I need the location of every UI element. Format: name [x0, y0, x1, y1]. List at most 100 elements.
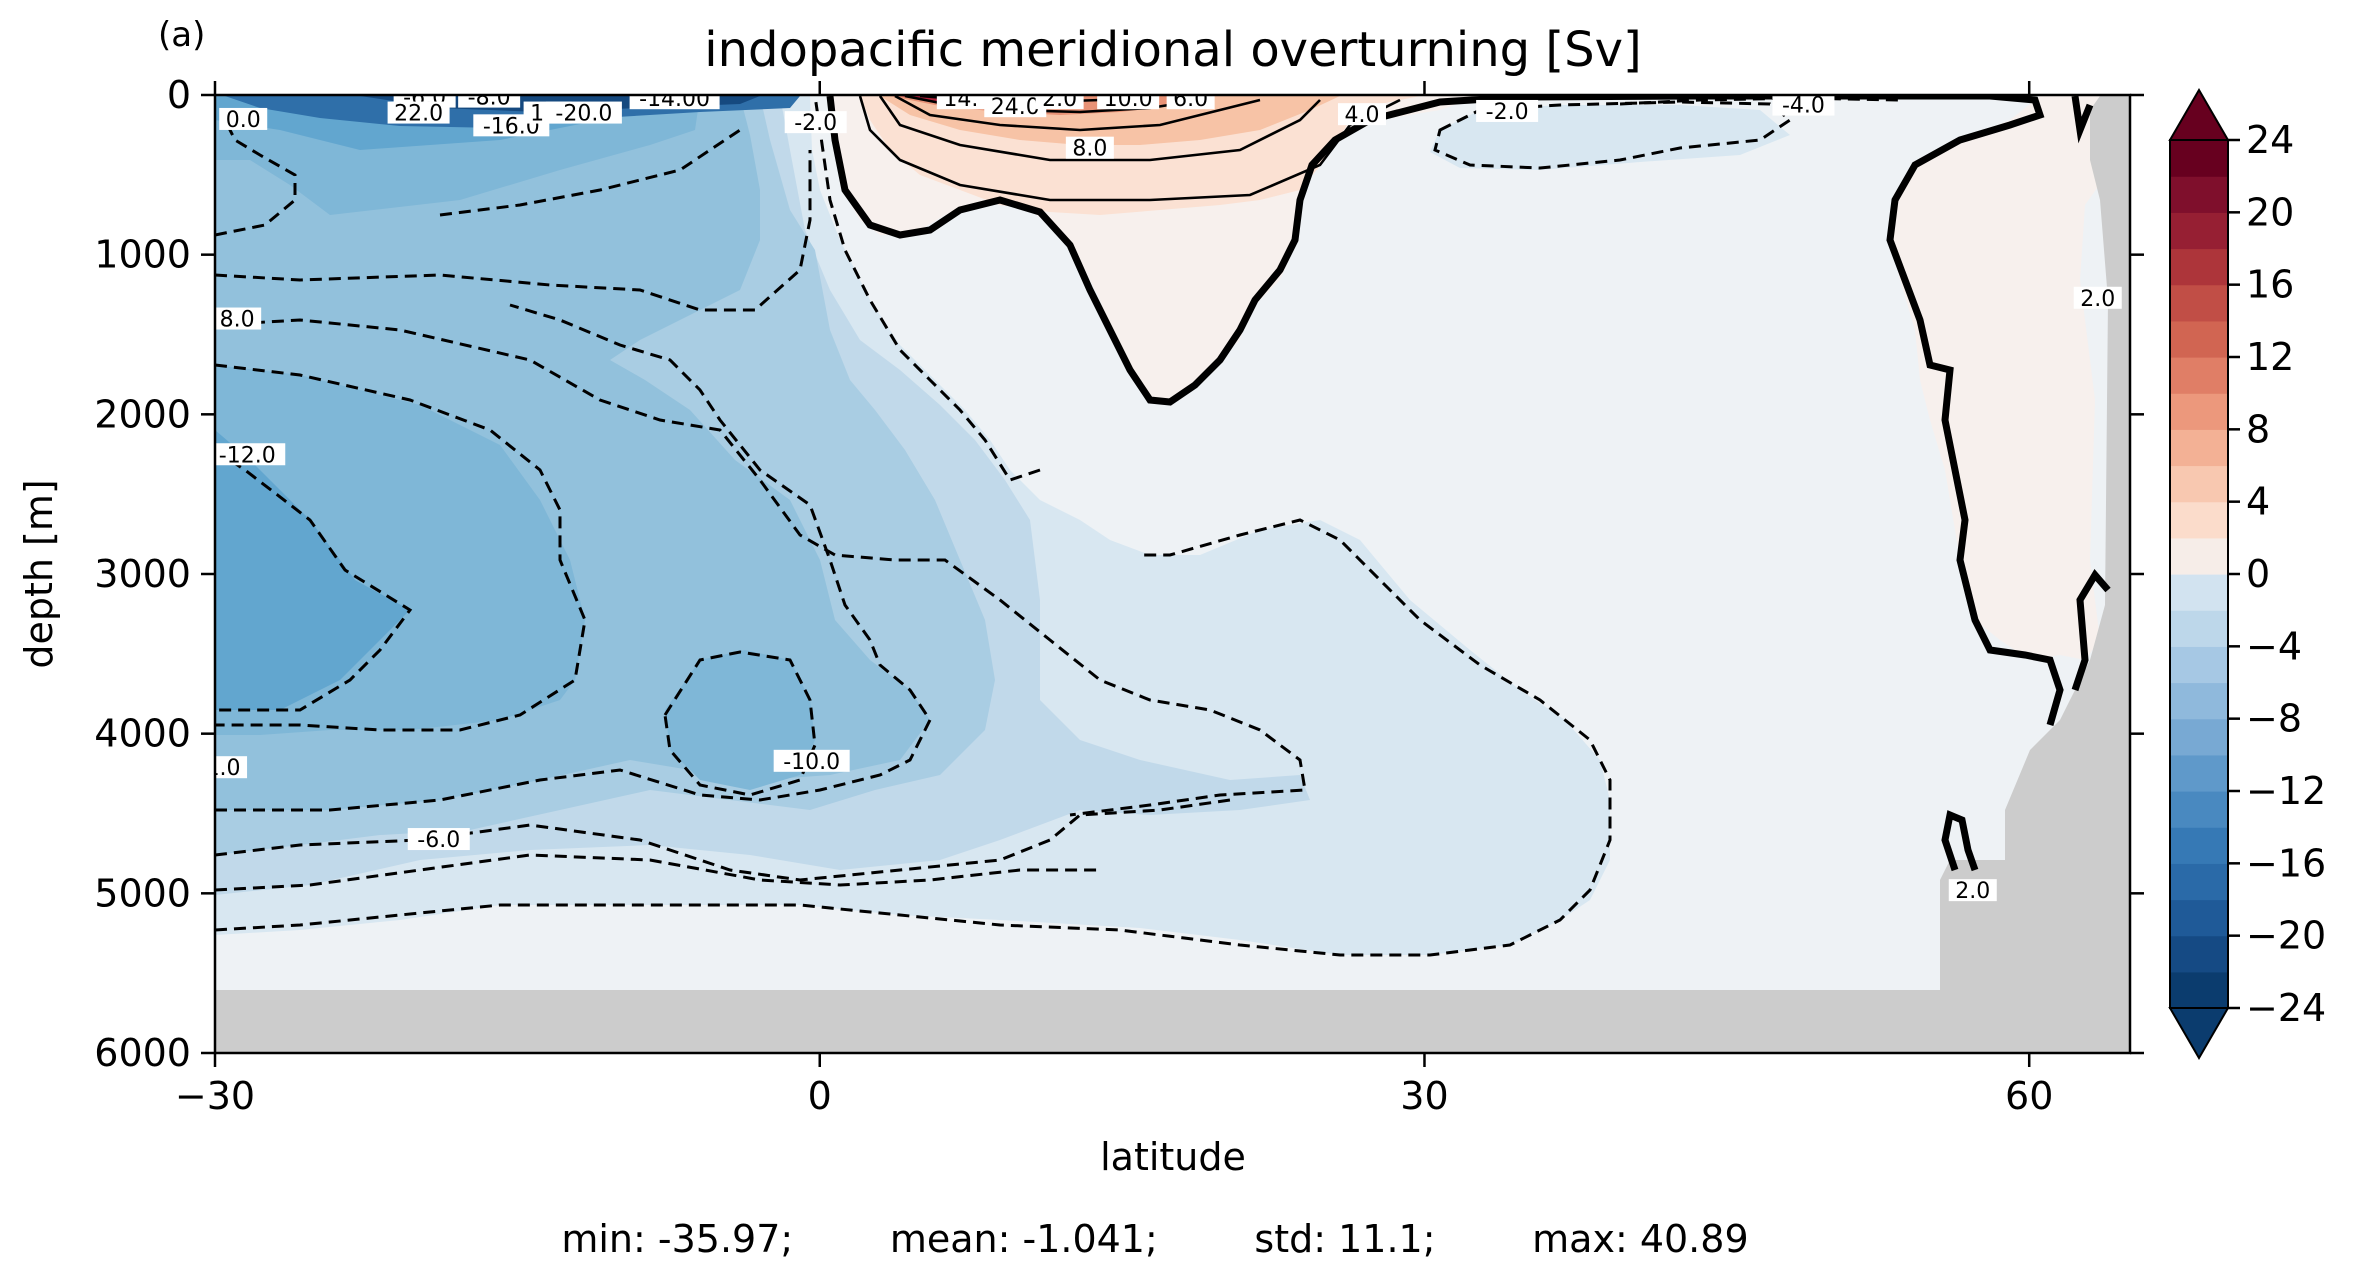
colorbar-segment: [2170, 140, 2228, 177]
colorbar-segment: [2170, 357, 2228, 394]
colorbar-tick-label: 0: [2246, 552, 2270, 596]
contour-label-bg: [458, 95, 521, 108]
y-tick-label: 5000: [94, 871, 191, 915]
colorbar-tick-label: −8: [2246, 697, 2302, 741]
contour-label-bg: [215, 443, 286, 466]
colorbar-segment: [2170, 176, 2228, 213]
colorbar-tick-label: −24: [2246, 986, 2326, 1030]
contour-label-bg: [387, 101, 450, 124]
contour-label: 14.: [943, 87, 978, 112]
y-tick-label: 3000: [94, 552, 191, 596]
contour-labels: -6.0-8.022.0-16.01.0-20.0-14.000.0-2.014…: [206, 86, 2122, 904]
colorbar-extend-max: [2168, 88, 2230, 141]
colorbar-segment: [2170, 429, 2228, 467]
x-tick-label: −30: [175, 1074, 255, 1118]
contour-label-bg: [215, 307, 262, 330]
colorbar-segment: [2170, 320, 2228, 358]
colorbar-tick-label: 4: [2246, 480, 2270, 524]
colorbar-tick-label: 8: [2246, 407, 2270, 451]
field-band-minus12: [215, 96, 620, 710]
contour-label-bg: [545, 101, 622, 124]
colorbar-tick-label: −20: [2246, 914, 2326, 958]
colorbar-tick-label: 16: [2246, 263, 2294, 307]
x-tick-label: 60: [2005, 1074, 2053, 1118]
contour-label-bg: [1337, 103, 1386, 126]
contour-label: 2.0: [1955, 879, 1990, 904]
contour-label: 6.0: [1173, 87, 1208, 112]
colorbar-tick-label: −16: [2246, 841, 2326, 885]
x-axis-ticks: −30 0 30 60: [175, 81, 2053, 1118]
contour-label-bg: [1166, 95, 1215, 110]
colorbar-segment: [2170, 863, 2228, 901]
contour-label: -8.0: [468, 86, 511, 111]
colorbar-segment: [2170, 827, 2228, 864]
zero-contours: [826, 95, 2111, 872]
plot-area: [215, 95, 2130, 1053]
contour-label-bg: [936, 95, 985, 110]
colorbar-extend-min: [2168, 1007, 2230, 1060]
colorbar-segment: [2170, 284, 2228, 322]
chart-title: indopacific meridional overturning [Sv]: [704, 22, 1641, 78]
contour-label-bg: [2073, 286, 2122, 309]
colorbar-segment: [2170, 610, 2228, 647]
contour-label-bg: [784, 111, 847, 134]
colorbar-segment: [2170, 501, 2228, 539]
contour-label: -10.0: [783, 750, 840, 775]
contour-label: 1.0: [206, 756, 241, 781]
contour-label: -4.0: [1782, 94, 1825, 119]
colorbar-segment: [2170, 682, 2228, 720]
contour-label: -2.0: [1486, 100, 1529, 125]
contour-label: -20.0: [555, 102, 612, 127]
colorbar-segment: [2170, 718, 2228, 756]
colorbar-segment: [2170, 212, 2228, 250]
colorbar-segment: [2170, 574, 2228, 611]
colorbar-tick-label: 24: [2246, 118, 2294, 162]
contour-label: 2.0: [2080, 287, 2115, 312]
colorbar-segment: [2170, 754, 2228, 792]
y-tick-label: 2000: [94, 392, 191, 436]
x-axis-label: latitude: [1100, 1135, 1246, 1179]
contour-label: -14.00: [639, 87, 710, 112]
colorbar-segment: [2170, 935, 2228, 973]
y-tick-label: 4000: [94, 712, 191, 756]
colorbar-segment: [2170, 248, 2228, 286]
colorbar-segment: [2170, 899, 2228, 937]
contour-label: 24.0: [991, 95, 1040, 120]
colorbar-segment: [2170, 646, 2228, 684]
contour-label-bg: [773, 749, 850, 772]
y-tick-label: 0: [167, 73, 191, 117]
contour-label: 10.0: [1104, 87, 1153, 112]
contour-label: 8.0: [220, 308, 255, 333]
y-tick-label: 6000: [94, 1031, 191, 1075]
y-axis-label: depth [m]: [17, 479, 61, 668]
contour-label: 8.0: [1072, 137, 1107, 162]
contour-label: -12.0: [219, 443, 276, 468]
x-tick-label: 0: [808, 1074, 832, 1118]
colorbar-tick-label: 12: [2246, 335, 2294, 379]
contour-label: 2.0: [1042, 87, 1077, 112]
contour-label-bg: [1476, 99, 1539, 122]
contour-label-bg: [1097, 95, 1160, 110]
x-tick-label: 30: [1400, 1074, 1448, 1118]
contour-label-bg: [215, 756, 248, 779]
colorbar-tick-label: −12: [2246, 769, 2326, 813]
contour-label: 4.0: [1344, 103, 1379, 128]
contour-label: 22.0: [394, 102, 443, 127]
field-band-plus0-north: [1890, 96, 2130, 660]
contour-label-bg: [629, 95, 720, 110]
colorbar-segment: [2170, 465, 2228, 503]
contour-label-bg: [1065, 136, 1114, 159]
contour-label-bg: [1948, 879, 1997, 902]
contour-label-bg: [219, 107, 268, 130]
colorbar-segment: [2170, 537, 2228, 575]
contour-label-bg: [984, 95, 1047, 118]
y-axis-ticks: 0 1000 2000 3000 4000 5000 6000: [94, 73, 2144, 1075]
contour-label-bg: [407, 828, 470, 851]
stats-line: min: -35.97; mean: -1.041; std: 11.1; ma…: [561, 1217, 1748, 1261]
colorbar-segment: [2170, 971, 2228, 1009]
panel-label: (a): [158, 15, 205, 55]
contour-label: 0.0: [226, 108, 261, 133]
contour-label: -2.0: [794, 111, 837, 136]
contour-label: -6.0: [417, 828, 460, 853]
